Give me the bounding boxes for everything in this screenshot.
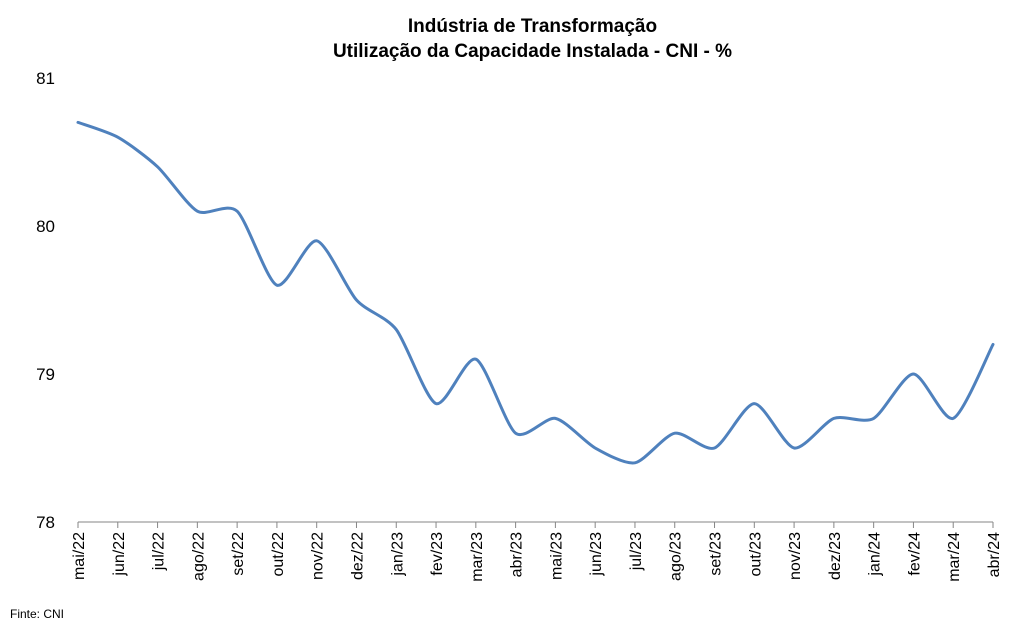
x-tick-label: jul/23 (628, 532, 645, 571)
x-tick-label: dez/23 (827, 532, 844, 580)
source-note: Finte: CNI (10, 607, 65, 621)
x-tick-label: out/23 (747, 532, 764, 577)
x-tick-label: mai/22 (71, 532, 88, 580)
x-tick-label: fev/23 (429, 532, 446, 576)
x-tick-label: mai/23 (548, 532, 565, 580)
chart-subtitle: Utilização da Capacidade Instalada - CNI… (332, 41, 733, 62)
x-tick-label: abr/23 (509, 532, 526, 577)
x-tick-label: ago/22 (190, 532, 207, 581)
y-tick-label: 81 (36, 69, 55, 88)
x-tick-label: abr/24 (986, 532, 1003, 577)
x-tick-label: ago/23 (668, 532, 685, 581)
x-tick-label: mar/24 (946, 532, 963, 582)
x-tick-label: mar/23 (469, 532, 486, 582)
x-tick-label: out/22 (270, 532, 287, 577)
series-line (76, 120, 995, 465)
y-tick-label: 78 (36, 513, 55, 532)
x-tick-label: jun/22 (111, 532, 128, 577)
y-tick-label: 79 (36, 365, 55, 384)
x-tick-label: set/23 (708, 532, 725, 576)
x-tick-label: jul/22 (151, 532, 168, 571)
x-tick-label: nov/22 (310, 532, 327, 580)
chart-title: Indústria de Transformação (407, 16, 658, 37)
chart-title-block: Indústria de Transformação Utilização da… (0, 14, 1013, 64)
x-tick-label: jan/23 (389, 532, 406, 577)
y-tick-label: 80 (36, 217, 55, 236)
x-tick-label: jun/23 (588, 532, 605, 577)
x-tick-label: nov/23 (787, 532, 804, 580)
x-tick-label: fev/24 (906, 532, 923, 576)
x-tick-label: dez/22 (349, 532, 366, 580)
x-tick-label: jan/24 (867, 532, 884, 577)
x-tick-label: set/22 (230, 532, 247, 576)
